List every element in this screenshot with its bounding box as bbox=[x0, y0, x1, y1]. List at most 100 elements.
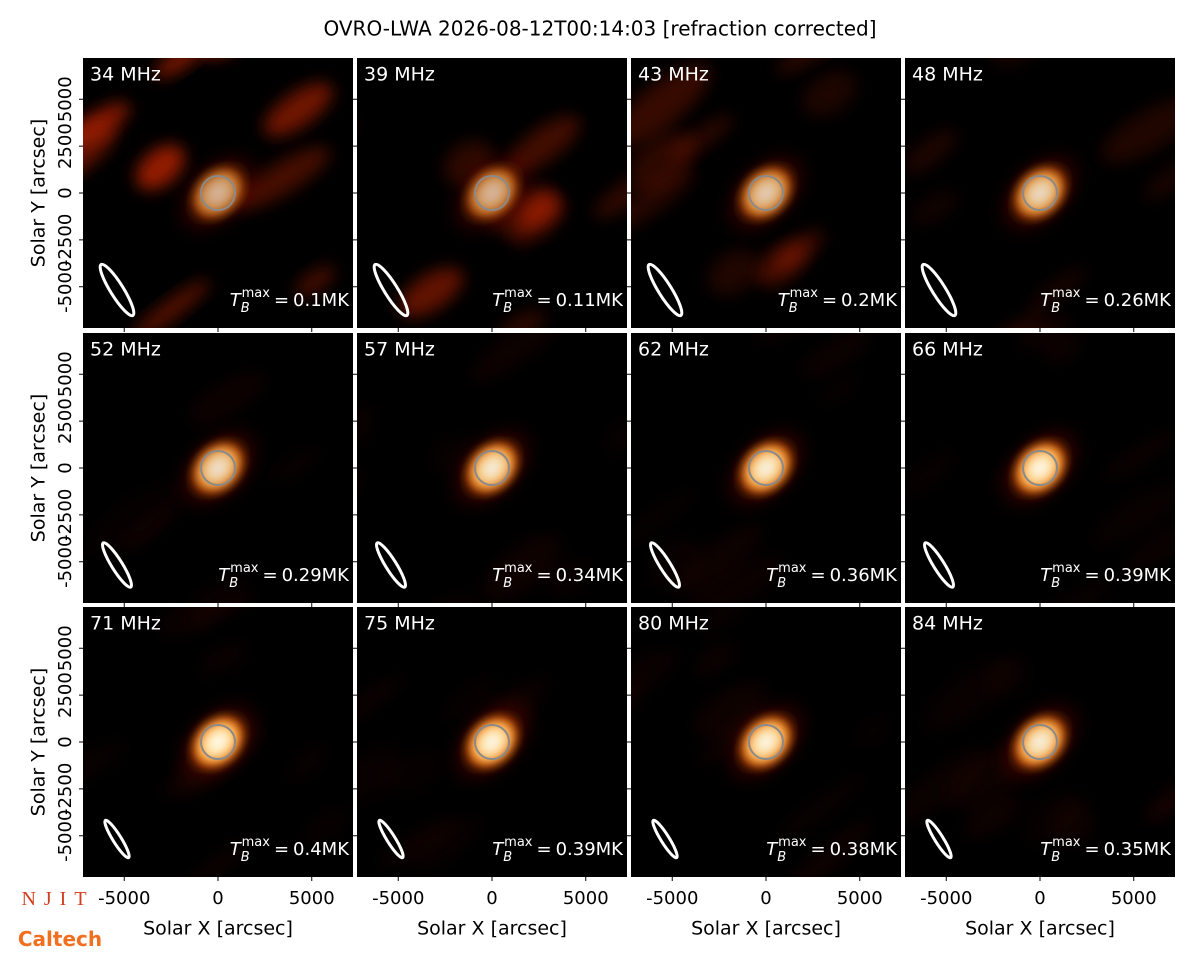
panel bbox=[905, 333, 1175, 603]
source-core bbox=[461, 437, 523, 499]
x-tick-label: 0 bbox=[760, 888, 771, 909]
sidelobe bbox=[905, 748, 988, 824]
value-symbol: T bbox=[778, 290, 791, 311]
value-symbol-sup: max bbox=[1052, 286, 1081, 301]
value-number: 0.35MK bbox=[1104, 839, 1173, 860]
value-label: TBmax = 0.11MK bbox=[492, 286, 624, 316]
sidelobe bbox=[168, 836, 254, 877]
value-symbol-sub: B bbox=[789, 301, 798, 316]
value-sign: = bbox=[536, 839, 551, 860]
sidelobe bbox=[1102, 428, 1175, 482]
beam bbox=[101, 541, 133, 589]
sidelobe bbox=[406, 815, 483, 876]
x-tick-label: -5000 bbox=[372, 888, 424, 909]
panel-title: 71 MHz bbox=[90, 613, 161, 635]
value-symbol-sub: B bbox=[503, 576, 512, 591]
value-number: 0.36MK bbox=[830, 565, 899, 586]
value-label: TBmax = 0.29MK bbox=[218, 561, 350, 591]
y-tick-label: -5000 bbox=[55, 810, 76, 862]
solar-disk bbox=[748, 175, 784, 211]
value-sign: = bbox=[262, 565, 277, 586]
y-tick-label: 2500 bbox=[55, 672, 76, 718]
x-axis-label: Solar X [arcsec] bbox=[417, 918, 567, 940]
value-number: 0.39MK bbox=[556, 839, 625, 860]
sidelobe bbox=[158, 607, 242, 639]
sidelobe bbox=[674, 523, 765, 596]
x-tick-label: -5000 bbox=[646, 888, 698, 909]
sidelobe bbox=[631, 167, 695, 235]
sidelobe bbox=[482, 534, 562, 602]
value-symbol: T bbox=[766, 565, 779, 586]
x-tick-label: -5000 bbox=[920, 888, 972, 909]
sidelobe bbox=[1143, 148, 1175, 201]
sidelobe bbox=[631, 64, 710, 146]
sidelobe bbox=[187, 371, 267, 426]
value-sign: = bbox=[1084, 839, 1099, 860]
value-label: TBmax = 0.26MK bbox=[1040, 286, 1172, 316]
value-symbol-sup: max bbox=[504, 286, 533, 301]
sidelobe bbox=[985, 311, 1046, 328]
solar-disk bbox=[200, 724, 236, 760]
sidelobe bbox=[122, 503, 180, 552]
value-sign: = bbox=[274, 839, 289, 860]
sidelobe bbox=[604, 414, 627, 456]
y-tick-label: 0 bbox=[55, 462, 76, 473]
solar-disk bbox=[1022, 450, 1058, 486]
value-label: TBmax = 0.39MK bbox=[1040, 561, 1172, 591]
value-symbol-sup: max bbox=[242, 286, 271, 301]
sidelobe bbox=[470, 333, 568, 383]
sidelobe bbox=[631, 648, 679, 712]
panel-title: 39 MHz bbox=[364, 64, 435, 86]
sidelobe bbox=[508, 197, 565, 244]
panel-title: 43 MHz bbox=[638, 64, 709, 86]
value-number: 0.29MK bbox=[282, 565, 351, 586]
panel-title: 75 MHz bbox=[364, 613, 435, 635]
sidelobe bbox=[910, 189, 960, 226]
value-symbol-sup: max bbox=[1052, 835, 1081, 850]
sidelobe bbox=[441, 675, 499, 723]
panel-title: 52 MHz bbox=[90, 339, 161, 361]
beam bbox=[646, 262, 684, 318]
y-tick-label: -5000 bbox=[55, 536, 76, 588]
panel bbox=[905, 58, 1175, 328]
sidelobe bbox=[800, 333, 874, 379]
sidelobe bbox=[155, 58, 206, 78]
value-symbol: T bbox=[1040, 565, 1053, 586]
y-tick-label: -2500 bbox=[55, 489, 76, 541]
x-tick-label: 5000 bbox=[289, 888, 335, 909]
sidelobe bbox=[132, 280, 210, 328]
sidelobe bbox=[631, 131, 695, 191]
beam bbox=[649, 541, 681, 589]
value-sign: = bbox=[536, 565, 551, 586]
value-symbol-sup: max bbox=[242, 835, 271, 850]
sidelobe bbox=[755, 241, 808, 286]
solar-disk bbox=[1022, 724, 1058, 760]
sidelobe bbox=[399, 267, 463, 317]
sidelobe bbox=[263, 82, 333, 137]
sidelobe bbox=[287, 744, 329, 781]
panel bbox=[631, 58, 901, 328]
value-symbol-sub: B bbox=[777, 576, 786, 591]
value-sign: = bbox=[810, 839, 825, 860]
solar-disk bbox=[748, 724, 784, 760]
panel bbox=[83, 58, 353, 328]
sidelobe bbox=[357, 405, 377, 458]
value-symbol: T bbox=[492, 290, 505, 311]
panel bbox=[905, 607, 1175, 877]
value-number: 0.26MK bbox=[1104, 290, 1173, 311]
value-symbol-sup: max bbox=[1052, 561, 1081, 576]
value-symbol: T bbox=[230, 839, 243, 860]
value-label: TBmax = 0.39MK bbox=[492, 835, 624, 865]
value-label: TBmax = 0.35MK bbox=[1040, 835, 1172, 865]
y-tick-label: -2500 bbox=[55, 763, 76, 815]
value-symbol-sup: max bbox=[778, 561, 807, 576]
value-label: TBmax = 0.38MK bbox=[766, 835, 898, 865]
value-sign: = bbox=[810, 565, 825, 586]
y-tick-label: 5000 bbox=[55, 351, 76, 397]
beam bbox=[375, 541, 407, 589]
value-symbol: T bbox=[230, 290, 243, 311]
beam bbox=[98, 262, 136, 318]
sidelobe bbox=[775, 774, 865, 843]
sidelobe bbox=[196, 640, 249, 678]
sidelobe bbox=[1025, 574, 1115, 603]
